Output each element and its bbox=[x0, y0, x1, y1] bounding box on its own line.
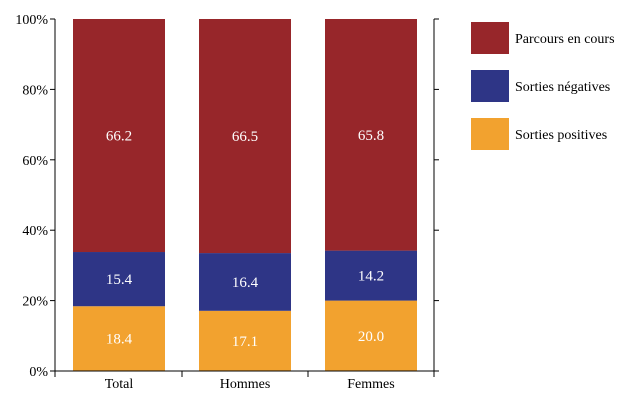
y-tick-label: 0% bbox=[29, 365, 48, 380]
value-label-sorties-negatives-total: 15.4 bbox=[106, 272, 133, 288]
legend: Parcours en cours Sorties négatives Sortie… bbox=[471, 22, 615, 150]
legend-swatch-sorties-negatives bbox=[471, 70, 509, 102]
bar-parcours-en-cours-femmes bbox=[325, 19, 417, 251]
legend-swatch-parcours-en-cours bbox=[471, 22, 509, 54]
y-tick-label: 40% bbox=[22, 224, 48, 239]
y-tick-label: 60% bbox=[22, 154, 48, 169]
value-label-parcours-en-cours-hommes: 66.5 bbox=[232, 129, 258, 145]
bar-parcours-en-cours-hommes bbox=[199, 19, 291, 254]
bar-sorties-negatives-total bbox=[73, 252, 165, 307]
value-label-sorties-positives-femmes: 20.0 bbox=[358, 329, 384, 345]
legend-label-sorties-positives: Sorties positives bbox=[515, 128, 607, 143]
bar-sorties-positives-total bbox=[73, 306, 165, 371]
value-labels-layer: 18.4 15.4 66.2 17.1 16.4 66.5 20.0 14.2 65.8 bbox=[106, 128, 384, 350]
legend-label-sorties-negatives: Sorties négatives bbox=[515, 80, 610, 95]
bar-sorties-negatives-femmes bbox=[325, 250, 417, 301]
y-tick-label: 100% bbox=[15, 13, 48, 28]
axes-layer: 0% 20% 40% 60% 80% 100% Total Hommes Femmes bbox=[15, 13, 439, 392]
y-tick-label: 80% bbox=[22, 83, 48, 98]
value-label-sorties-positives-hommes: 17.1 bbox=[232, 334, 258, 350]
x-tick-label-total: Total bbox=[105, 377, 134, 392]
value-label-sorties-negatives-femmes: 14.2 bbox=[358, 269, 384, 285]
y-tick-label: 20% bbox=[22, 295, 48, 310]
legend-swatch-sorties-positives bbox=[471, 118, 509, 150]
bars-layer bbox=[73, 19, 417, 371]
legend-label-parcours-en-cours: Parcours en cours bbox=[515, 32, 615, 47]
x-tick-label-femmes: Femmes bbox=[347, 377, 394, 392]
value-label-sorties-positives-total: 18.4 bbox=[106, 332, 133, 348]
value-label-sorties-negatives-hommes: 16.4 bbox=[232, 275, 259, 291]
bar-sorties-positives-femmes bbox=[325, 300, 417, 371]
value-label-parcours-en-cours-femmes: 65.8 bbox=[358, 128, 384, 144]
x-tick-label-hommes: Hommes bbox=[220, 377, 271, 392]
bar-sorties-positives-hommes bbox=[199, 310, 291, 371]
bar-parcours-en-cours-total bbox=[73, 19, 165, 253]
value-label-parcours-en-cours-total: 66.2 bbox=[106, 129, 132, 145]
bar-sorties-negatives-hommes bbox=[199, 253, 291, 311]
